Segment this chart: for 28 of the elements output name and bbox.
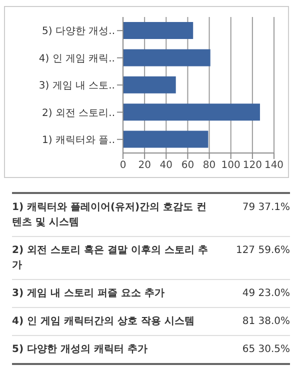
x-tick-label: 0 [120,160,126,172]
bar [123,22,194,39]
x-tick-label: 60 [181,160,194,172]
x-tick-label: 120 [242,160,262,172]
text: 5) 다양한 개성의 캐릭터 추가 [12,343,148,357]
y-tick-label: 4) 인 게임 캐릭.. [38,53,115,64]
text: 2) 외전 스토리 혹은 결말 이후의 스토리 추가 [12,244,208,273]
text: 4) 인 게임 캐릭터간의 상호 작용 시스템 [12,315,196,329]
text: 81 38.0% [241,315,290,329]
x-tick-label: 20 [138,160,151,172]
text: 65 30.5% [241,343,290,357]
x-tick-label: 40 [160,160,173,172]
x-tick-label: 80 [202,160,216,172]
x-tick-label: 100 [221,160,240,172]
bar [123,76,176,94]
text: 3) 게임 내 스토리 퍼즐 요소 추가 [12,287,166,301]
text: 127 59.6% [234,244,290,258]
y-tick-label: 3) 게임 내 스토.. [38,80,115,92]
y-tick-label: 1) 캐릭터와 플.. [42,134,115,146]
bar [123,130,208,148]
bar [123,104,260,121]
y-tick-label: 2) 외전 스토리.. [42,108,115,119]
bar [123,49,210,66]
x-tick-label: 140 [264,160,284,172]
text: 49 23.0% [241,287,290,301]
text: 1) 캐릭터와 플레이어(유저)간의 호감도 컨텐츠 및 시스템 [12,201,208,230]
text: 79 37.1% [241,201,290,215]
y-tick-label: 5) 다양한 개성.. [42,26,115,38]
